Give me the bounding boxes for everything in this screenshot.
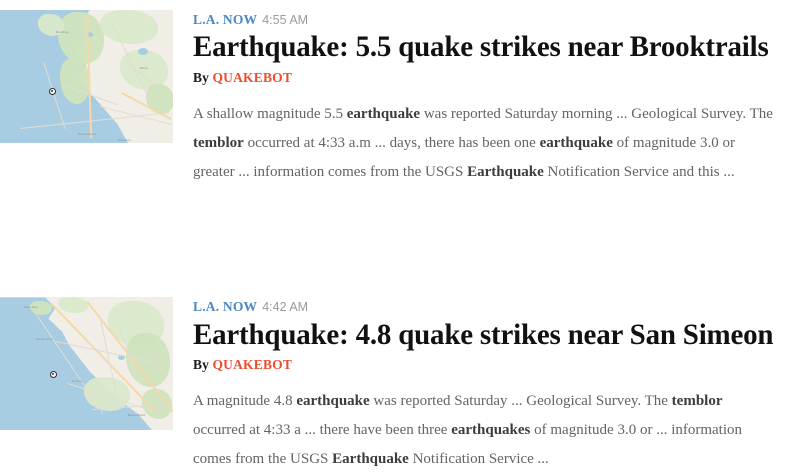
summary-text: occurred at 4:33 a.m ... days, there has… <box>243 134 540 151</box>
map-image: Santa Cruz Fresno San Jose Bakersfield <box>0 297 173 431</box>
article-meta-row: L.A. NOW 4:42 AM <box>193 299 794 315</box>
summary-keyword: Earthquake <box>467 164 544 181</box>
map-city-label: Santa Cruz <box>36 337 54 342</box>
summary-text: was reported Saturday ... Geological Sur… <box>369 392 672 409</box>
article-section-kicker[interactable]: L.A. NOW <box>193 12 258 27</box>
summary-text: A magnitude 4.8 <box>193 392 297 409</box>
map-city-label: San Jose <box>24 305 39 310</box>
article-text-column: L.A. NOW 4:55 AM Earthquake: 5.5 quake s… <box>173 10 808 187</box>
map-city-label: Bakersfield <box>128 413 146 418</box>
summary-keyword: earthquake <box>296 392 370 409</box>
article-summary: A shallow magnitude 5.5 earthquake was r… <box>193 100 775 188</box>
map-city-label: Sacramento <box>78 132 97 136</box>
article-byline: By QUAKEBOT <box>193 70 789 86</box>
summary-keyword: temblor <box>193 134 244 151</box>
map-lake <box>118 355 125 361</box>
map-forest-area <box>60 58 90 104</box>
article-section-kicker[interactable]: L.A. NOW <box>193 299 258 315</box>
summary-text: occurred at 4:33 a ... there have been t… <box>193 422 452 439</box>
article-item[interactable]: Santa Cruz Fresno San Jose Bakersfield L… <box>0 187 808 474</box>
article-headline[interactable]: Earthquake: 5.5 quake strikes near Brook… <box>193 30 769 64</box>
summary-text: was reported Saturday morning ... Geolog… <box>420 105 773 122</box>
summary-keyword: earthquakes <box>451 422 531 439</box>
article-timestamp: 4:55 AM <box>262 13 309 27</box>
summary-keyword: earthquake <box>346 105 421 122</box>
map-lake <box>138 48 148 55</box>
byline-label: By <box>193 356 209 372</box>
summary-text: of magnitude 3.0 or greater ... informat… <box>193 134 735 181</box>
map-forest-area <box>58 297 88 314</box>
map-epicenter-marker[interactable] <box>50 371 57 379</box>
map-forest-area <box>38 14 64 36</box>
map-city-label: Reno <box>140 66 148 70</box>
article-text-column: L.A. NOW 4:42 AM Earthquake: 4.8 quake s… <box>173 297 808 474</box>
map-city-label: Stockton <box>118 138 132 142</box>
map-city-label: Redding <box>56 30 69 34</box>
map-forest-area <box>30 301 52 316</box>
byline-author[interactable]: QUAKEBOT <box>212 69 293 85</box>
article-thumbnail-map[interactable]: Sacramento Stockton Redding Reno <box>0 10 173 143</box>
article-timestamp: 4:42 AM <box>262 300 309 315</box>
map-forest-area <box>84 377 130 412</box>
map-image: Sacramento Stockton Redding Reno <box>0 10 173 143</box>
summary-text: Notification Service and this ... <box>543 164 735 181</box>
article-headline[interactable]: Earthquake: 4.8 quake strikes near San S… <box>193 317 774 351</box>
map-forest-area <box>58 12 104 64</box>
article-byline: By QUAKEBOT <box>193 357 794 373</box>
map-city-label: Fresno <box>72 379 83 384</box>
map-lake <box>60 359 69 365</box>
summary-keyword: Earthquake <box>332 451 409 468</box>
article-item[interactable]: Sacramento Stockton Redding Reno L.A. NO… <box>0 0 808 187</box>
summary-keyword: earthquake <box>539 134 613 151</box>
map-forest-area <box>100 10 158 44</box>
map-lake <box>86 32 93 37</box>
summary-text: A shallow magnitude 5.5 <box>193 105 347 122</box>
article-summary: A magnitude 4.8 earthquake was reported … <box>193 387 775 475</box>
byline-label: By <box>193 69 209 85</box>
summary-text: Notification Service ... <box>408 451 549 468</box>
summary-keyword: temblor <box>671 392 723 409</box>
byline-author[interactable]: QUAKEBOT <box>212 356 293 372</box>
map-epicenter-marker[interactable] <box>49 88 56 95</box>
article-meta-row: L.A. NOW 4:55 AM <box>193 12 789 28</box>
article-thumbnail-map[interactable]: Santa Cruz Fresno San Jose Bakersfield <box>0 297 173 431</box>
